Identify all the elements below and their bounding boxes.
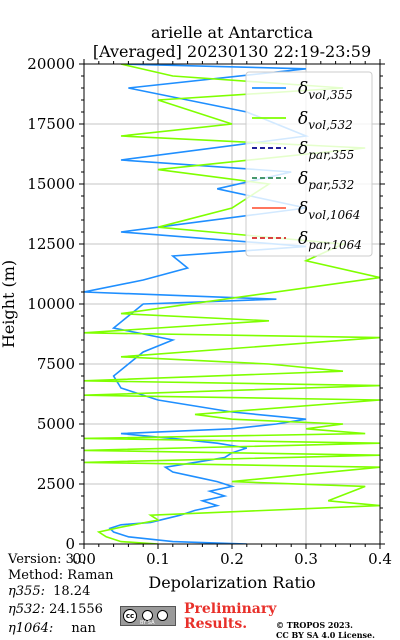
cc-by-text: BY SA [140,620,155,626]
y-tick-label: 0 [65,535,75,553]
y-tick-label: 20000 [27,55,75,73]
eta1064-value: nan [71,621,96,636]
y-tick-label: 5000 [37,415,75,433]
eta355-label: η355: [8,584,45,599]
preliminary-notice: Preliminary Results. [184,602,276,632]
eta1064-label: η1064: [8,621,54,636]
eta532-row: η532: 24.1556 [8,602,103,618]
legend-subscript-5: par,1064 [308,238,362,252]
series-line-1 [84,64,380,544]
cc-icon: cc [123,609,137,623]
x-tick-label: 0.0 [72,550,96,568]
copyright: © TROPOS 2023. CC BY SA 4.0 License. [276,620,375,640]
legend-subscript-0: vol,355 [308,88,353,102]
eta355-row: η355: 18.24 [8,584,90,600]
chart-title: arielle at Antarctica [151,23,314,42]
y-tick-label: 2500 [37,475,75,493]
y-axis-label: Height (m) [0,260,18,348]
sa-icon [157,610,168,621]
series-group [84,64,380,544]
depolarization-chart: arielle at Antarctica [Averaged] 2023013… [0,23,392,592]
by-icon [142,610,153,621]
y-tick-label: 7500 [37,355,75,373]
y-tick-label: 10000 [27,295,75,313]
x-axis-label: Depolarization Ratio [148,573,315,592]
x-tick-label: 0.2 [220,550,244,568]
legend-subscript-2: par,355 [308,148,354,162]
axis-ticks: 0.0 0.1 0.2 0.3 0.4 0 2500 5000 7500 10000 12500 15… [27,55,392,568]
cc-license-icon: cc BY SA [120,606,176,626]
copyright-line1: © TROPOS 2023. [276,620,353,630]
eta1064-row: η1064: nan [8,621,96,637]
x-tick-label: 0.3 [294,550,318,568]
preliminary-line: Preliminary [184,601,277,617]
x-tick-label: 0.1 [146,550,170,568]
version-text: Version: 3.0 [8,552,87,567]
results-line: Results. [184,616,248,632]
chart-subtitle: [Averaged] 20230130 22:19-23:59 [93,42,371,61]
y-tick-label: 12500 [27,235,75,253]
eta355-value: 18.24 [53,584,91,599]
legend-subscript-4: vol,1064 [308,208,360,222]
legend-subscript-3: par,532 [308,178,354,192]
y-tick-label: 17500 [27,115,75,133]
eta532-label: η532: [8,602,45,617]
legend-subscript-1: vol,532 [308,118,353,132]
eta532-value: 24.1556 [49,602,103,617]
copyright-line2: CC BY SA 4.0 License. [276,630,375,640]
legend: δvol,355δvol,532δpar,355δpar,532δvol,106… [245,71,373,257]
y-tick-label: 15000 [27,175,75,193]
method-text: Method: Raman [8,568,114,583]
x-tick-label: 0.4 [368,550,392,568]
